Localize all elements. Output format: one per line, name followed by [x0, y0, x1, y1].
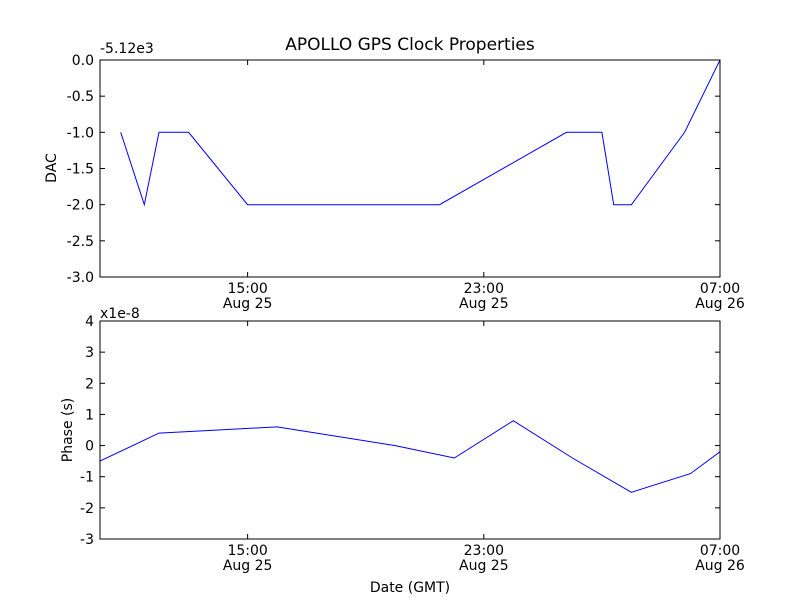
x-tick-time-0-1: 23:00 — [464, 281, 504, 297]
x-tick-time-0-0: 15:00 — [227, 281, 267, 297]
dac-offset-label: -5.12e3 — [100, 41, 154, 57]
y-tick-label-1-0: 4 — [85, 314, 94, 330]
series-line-1 — [100, 420, 720, 493]
y-tick-label-1-2: 2 — [85, 376, 94, 392]
phase-axis-label: Phase (s) — [60, 398, 76, 462]
y-tick-label-0-5: -2.5 — [67, 234, 94, 250]
dac-panel: -5.12e3 DAC 0.0 -0.5 -1.0 -1.5 -2.0 -2.5 -3.0 1… — [44, 41, 745, 312]
x-tick-time-1-1: 23:00 — [464, 543, 504, 559]
x-tick-date-0-1: Aug 25 — [459, 296, 509, 312]
y-tick-label-1-3: 1 — [85, 407, 94, 423]
y-tick-label-1-7: -3 — [80, 532, 94, 548]
dac-axis-label: DAC — [44, 153, 60, 183]
x-tick-date-1-2: Aug 26 — [695, 558, 745, 574]
x-tick-time-1-2: 07:00 — [700, 543, 740, 559]
x-tick-date-1-0: Aug 25 — [223, 558, 273, 574]
y-tick-label-0-2: -1.0 — [67, 125, 94, 141]
x-tick-time-1-0: 15:00 — [227, 543, 267, 559]
y-tick-label-0-4: -2.0 — [67, 198, 94, 214]
phase-offset-label: x1e-8 — [100, 306, 140, 322]
series-line-0 — [120, 60, 720, 207]
axes-frame-1 — [99, 320, 721, 540]
y-tick-label-0-0: 0.0 — [72, 53, 94, 69]
x-tick-time-0-2: 07:00 — [700, 281, 740, 297]
y-tick-label-0-1: -0.5 — [67, 89, 94, 105]
x-tick-date-1-1: Aug 25 — [459, 558, 509, 574]
y-tick-label-1-5: -1 — [80, 470, 94, 486]
y-tick-label-1-1: 3 — [85, 345, 94, 361]
y-tick-label-1-4: 0 — [85, 439, 94, 455]
x-tick-date-0-0: Aug 25 — [223, 296, 273, 312]
x-tick-date-0-2: Aug 26 — [695, 296, 745, 312]
x-axis-label: Date (GMT) — [370, 580, 450, 596]
y-tick-label-0-6: -3.0 — [67, 270, 94, 286]
y-tick-label-1-6: -2 — [80, 501, 94, 517]
axes-frame-0 — [99, 59, 721, 278]
y-tick-label-0-3: -1.5 — [67, 162, 94, 178]
chart-title: APOLLO GPS Clock Properties — [285, 35, 535, 55]
